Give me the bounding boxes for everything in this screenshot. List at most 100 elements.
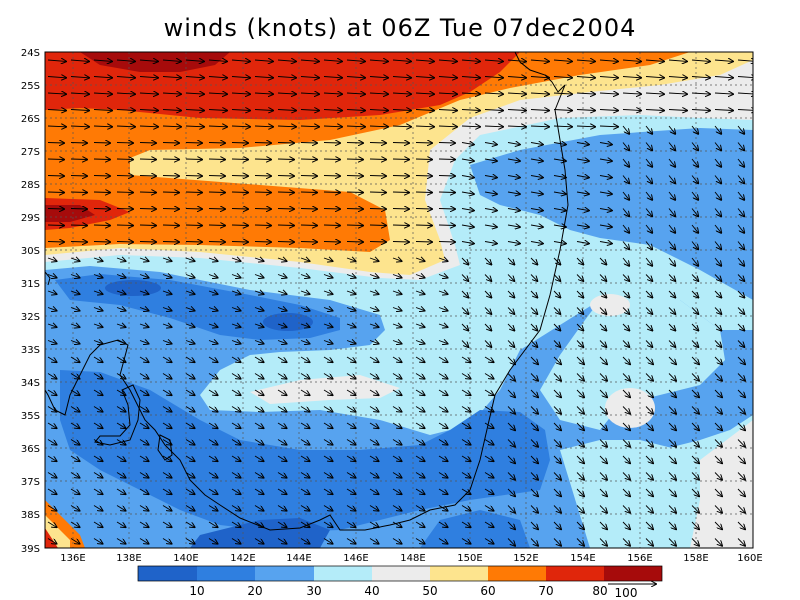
wind-vector [300, 126, 319, 127]
wind-vector [576, 77, 595, 78]
wind-vector [645, 389, 653, 397]
wind-vector [139, 439, 149, 445]
wind-vector [369, 455, 379, 461]
wind-vector [668, 274, 675, 282]
wind-vector [737, 110, 753, 111]
wind-vector [645, 340, 652, 348]
wind-vector [254, 225, 271, 226]
wind-vector [668, 241, 675, 250]
wind-vector [576, 274, 583, 282]
wind-vector [185, 192, 202, 193]
wind-vector [438, 77, 457, 78]
wind-vector [691, 356, 699, 364]
wind-vector [300, 60, 319, 61]
wind-vector [668, 340, 675, 348]
wind-vector [553, 505, 561, 513]
wind-vector [116, 324, 126, 327]
wind-vector [277, 373, 287, 379]
wind-vector [231, 472, 241, 478]
wind-vector [185, 422, 195, 428]
wind-vector [185, 176, 202, 177]
wind-vector [507, 488, 515, 496]
wind-vector [668, 142, 675, 151]
wind-vector [668, 439, 676, 447]
wind-vector [323, 192, 340, 193]
wind-vector [645, 158, 652, 167]
wind-vector [47, 242, 64, 243]
wind-vector [369, 373, 379, 379]
colorbar-frame [137, 565, 663, 582]
wind-vector [737, 208, 744, 217]
wind-vector [668, 307, 675, 315]
wind-vector [714, 290, 721, 298]
wind-vector [47, 192, 64, 193]
wind-vector [507, 439, 515, 447]
wind-vector [70, 308, 80, 311]
wind-vector [484, 472, 494, 478]
wind-vector [323, 77, 342, 78]
wind-vector [300, 143, 317, 144]
wind-vector [277, 291, 287, 294]
wind-vector [737, 125, 744, 134]
wind-vector [553, 422, 561, 430]
colorbar-label: 10 [189, 584, 204, 598]
wind-vector [530, 60, 549, 61]
wind-vector [369, 505, 379, 511]
wind-vector [369, 176, 386, 177]
wind-vector [530, 126, 549, 127]
wind-vector [392, 356, 402, 362]
wind-vector [323, 275, 333, 278]
wind-vector [622, 274, 629, 282]
plot-frame [44, 51, 754, 549]
wind-vector [622, 406, 630, 414]
wind-vector [691, 191, 698, 200]
wind-vector [737, 290, 744, 298]
wind-vector [208, 422, 218, 428]
lat-label: 26S [21, 114, 40, 125]
wind-vector [139, 422, 149, 428]
wind-vector [737, 77, 753, 78]
wind-vector [645, 373, 653, 381]
wind-vector [93, 225, 110, 226]
wind-vector [530, 538, 538, 546]
wind-vector [576, 60, 595, 61]
wind-vector [139, 60, 158, 61]
wind-vector [507, 60, 526, 61]
wind-vector [93, 341, 103, 344]
wind-vector [484, 110, 503, 111]
wind-vector [70, 324, 80, 327]
wind-vector [553, 60, 572, 61]
wind-vector [691, 290, 698, 298]
wind-vector [714, 224, 721, 233]
wind-vector [668, 538, 676, 546]
wind-vector [576, 472, 584, 480]
wind-vector [691, 488, 699, 496]
wind-vector [254, 488, 264, 494]
wind-vector [599, 488, 607, 496]
wind-vector [438, 110, 457, 111]
wind-vector [576, 290, 583, 298]
wind-vector [576, 488, 584, 496]
wind-vector [254, 143, 271, 144]
wind-vector [599, 242, 612, 244]
wind-vector [461, 356, 471, 362]
lon-label: 138E [116, 553, 141, 564]
wind-vector [392, 538, 402, 544]
reference-vector-label: 100 [615, 586, 638, 600]
wind-vector [139, 324, 149, 327]
wind-vector [668, 110, 687, 111]
wind-vector [116, 505, 126, 511]
wind-vector [208, 488, 218, 494]
wind-vector [346, 60, 365, 61]
wind-vector [507, 126, 526, 127]
wind-vector [553, 307, 560, 315]
wind-vector [323, 472, 333, 478]
wind-vector [415, 455, 425, 461]
wind-vector [162, 143, 179, 144]
wind-vector [576, 356, 584, 364]
wind-vector [185, 143, 202, 144]
wind-vector [139, 209, 156, 210]
wind-vector [691, 77, 710, 78]
wind-vector [70, 341, 80, 344]
wind-vector [277, 356, 287, 362]
